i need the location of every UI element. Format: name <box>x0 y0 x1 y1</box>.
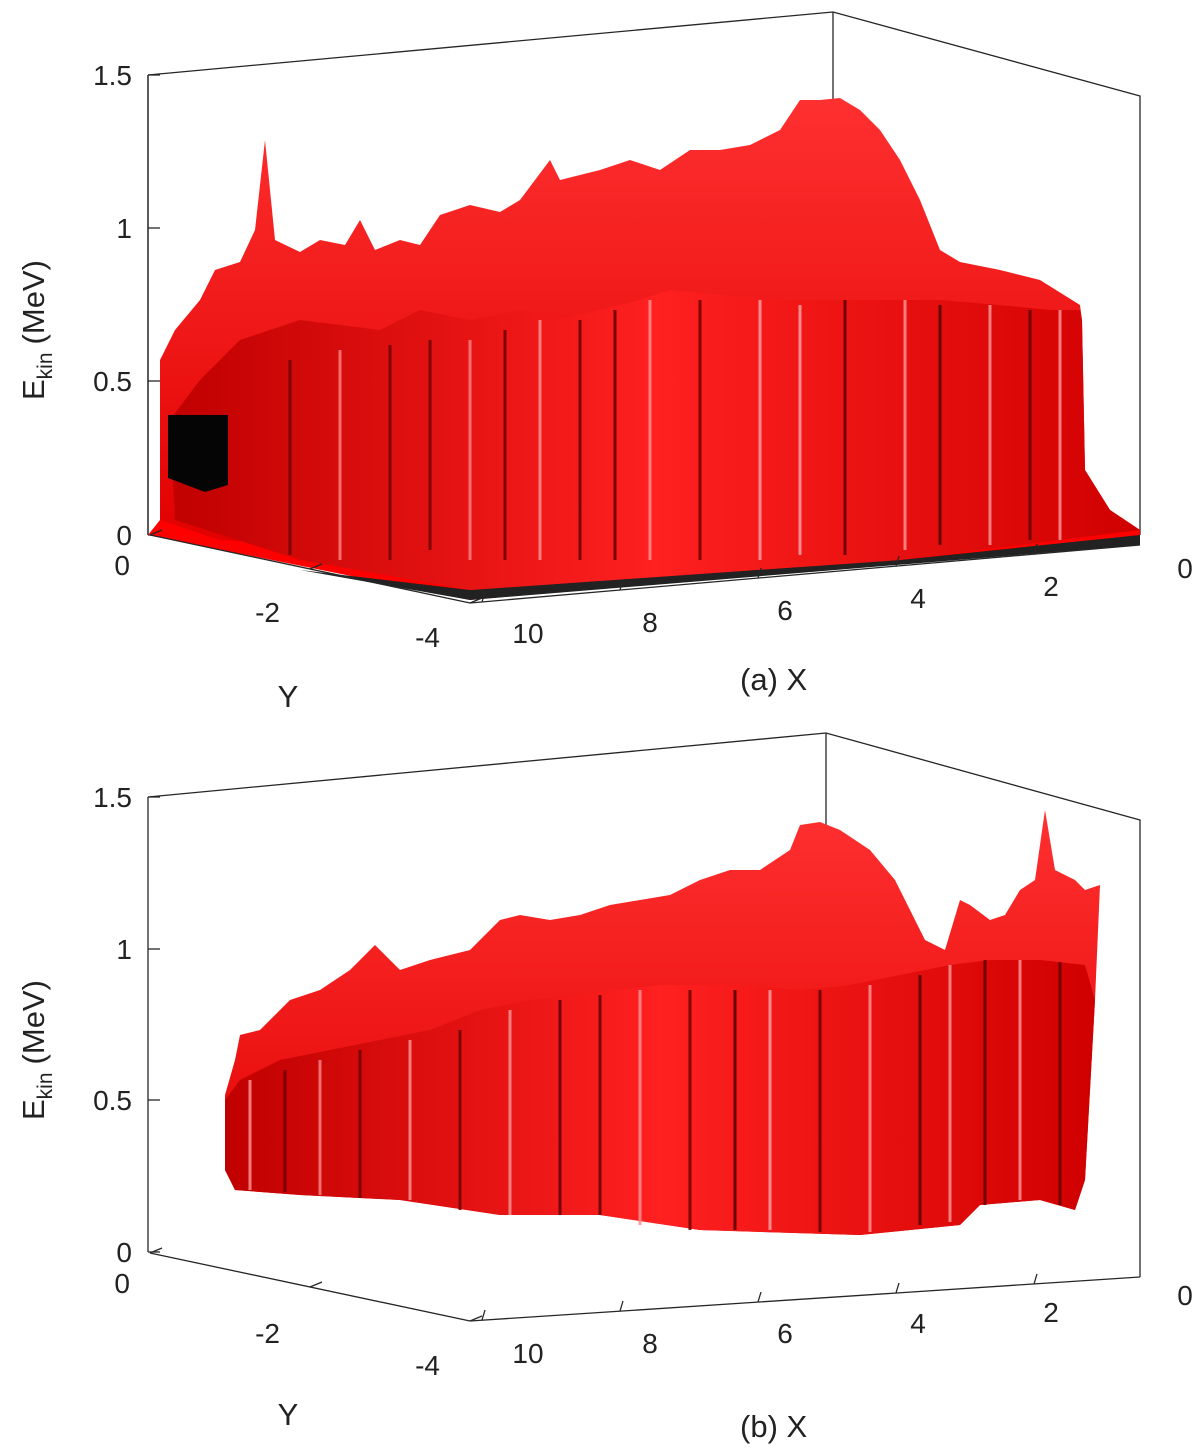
surface-a <box>148 98 1140 600</box>
panel-a: 1.5 1 0.5 0 Ekin(MeV) <box>16 11 1193 714</box>
y-axis-label: Y <box>278 1397 299 1432</box>
x-axis-b: 10 8 6 4 2 0 (b) X <box>469 1273 1193 1444</box>
surface-front <box>225 960 1095 1235</box>
x-axis-label: (b) X <box>740 1409 808 1444</box>
y-tick-label: -2 <box>255 597 280 628</box>
y-tick-label: -4 <box>415 1350 440 1381</box>
x-tick-label: 0 <box>1177 553 1193 584</box>
z-axis-label: Ekin(MeV) <box>16 260 57 400</box>
z-tick-label: 0.5 <box>93 1085 132 1116</box>
surface-b <box>225 810 1100 1235</box>
surface-front <box>170 290 1140 590</box>
panel-b: 1.5 1 0.5 0 Ekin(MeV) <box>16 732 1193 1444</box>
x-tick-label: 4 <box>910 1308 926 1339</box>
z-tick-label: 1.5 <box>93 782 132 813</box>
x-tick-label: 2 <box>1043 1297 1059 1328</box>
x-tick-label: 6 <box>777 1318 793 1349</box>
y-axis-b: 0 -2 -4 Y <box>114 1247 483 1432</box>
surface-streaks <box>248 960 1062 1232</box>
z-axis-label: Ekin(MeV) <box>16 980 57 1120</box>
x-tick-label: 2 <box>1043 571 1059 602</box>
y-tick-label: 0 <box>114 550 130 581</box>
surface-streaks <box>288 300 1062 560</box>
z-tick-label: 0 <box>116 1237 132 1268</box>
y-tick-label: -2 <box>255 1318 280 1349</box>
z-axis-a: 1.5 1 0.5 0 Ekin(MeV) <box>16 60 160 551</box>
x-tick-label: 0 <box>1177 1280 1193 1311</box>
x-tick-label: 10 <box>512 618 543 649</box>
x-axis-label: (a) X <box>740 662 808 697</box>
z-tick-label: 1.5 <box>93 60 132 91</box>
y-axis-label: Y <box>278 679 299 714</box>
x-tick-label: 6 <box>777 595 793 626</box>
x-axis-a: 10 8 6 4 2 0 (a) X <box>469 543 1193 697</box>
z-tick-label: 0.5 <box>93 366 132 397</box>
x-tick-label: 8 <box>642 1328 658 1359</box>
y-tick-label: 0 <box>114 1268 130 1299</box>
x-tick-label: 8 <box>642 607 658 638</box>
z-axis-b: 1.5 1 0.5 0 Ekin(MeV) <box>16 782 160 1268</box>
x-tick-label: 4 <box>910 583 926 614</box>
y-tick-label: -4 <box>415 622 440 653</box>
y-axis-a: 0 -2 -4 Y <box>114 529 483 714</box>
z-tick-label: 1 <box>116 934 132 965</box>
z-tick-label: 0 <box>116 520 132 551</box>
x-tick-label: 10 <box>512 1338 543 1369</box>
surface-dark-region <box>168 415 228 492</box>
z-tick-label: 1 <box>116 213 132 244</box>
